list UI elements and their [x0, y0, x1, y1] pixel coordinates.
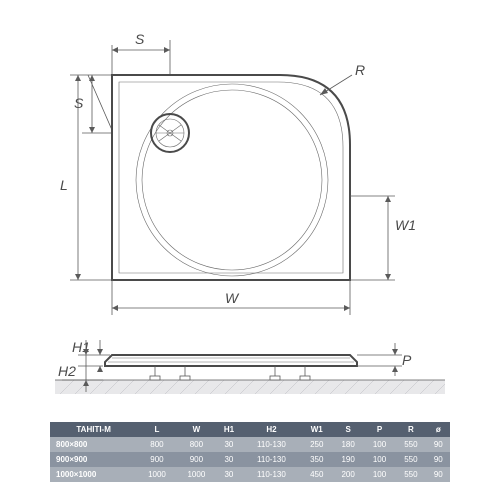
table-row: 800×800 800800 30110-130 250180 100550 9… [50, 437, 450, 452]
label-L: L [60, 177, 68, 193]
col-P: P [364, 422, 395, 437]
table-row: 1000×1000 10001000 30110-130 450200 1005… [50, 467, 450, 482]
label-S-top: S [135, 31, 145, 47]
technical-drawing: S S L [0, 0, 500, 400]
col-S: S [332, 422, 363, 437]
label-H1: H1 [72, 339, 90, 355]
label-S-left: S [74, 95, 84, 111]
col-L: L [137, 422, 176, 437]
label-P: P [402, 352, 412, 368]
label-W: W [225, 290, 240, 306]
col-diam: ø [427, 422, 450, 437]
col-H1: H1 [216, 422, 242, 437]
col-H2: H2 [242, 422, 301, 437]
table-header-row: TAHITI-M L W H1 H2 W1 S P R ø [50, 422, 450, 437]
col-R: R [395, 422, 426, 437]
label-R: R [355, 62, 365, 78]
col-W1: W1 [301, 422, 332, 437]
table-row: 900×900 900900 30110-130 350190 100550 9… [50, 452, 450, 467]
label-H2: H2 [58, 363, 76, 379]
dimensions-table: TAHITI-M L W H1 H2 W1 S P R ø 800×800 80… [50, 422, 450, 482]
label-W1: W1 [395, 217, 416, 233]
col-model: TAHITI-M [50, 422, 137, 437]
col-W: W [177, 422, 216, 437]
